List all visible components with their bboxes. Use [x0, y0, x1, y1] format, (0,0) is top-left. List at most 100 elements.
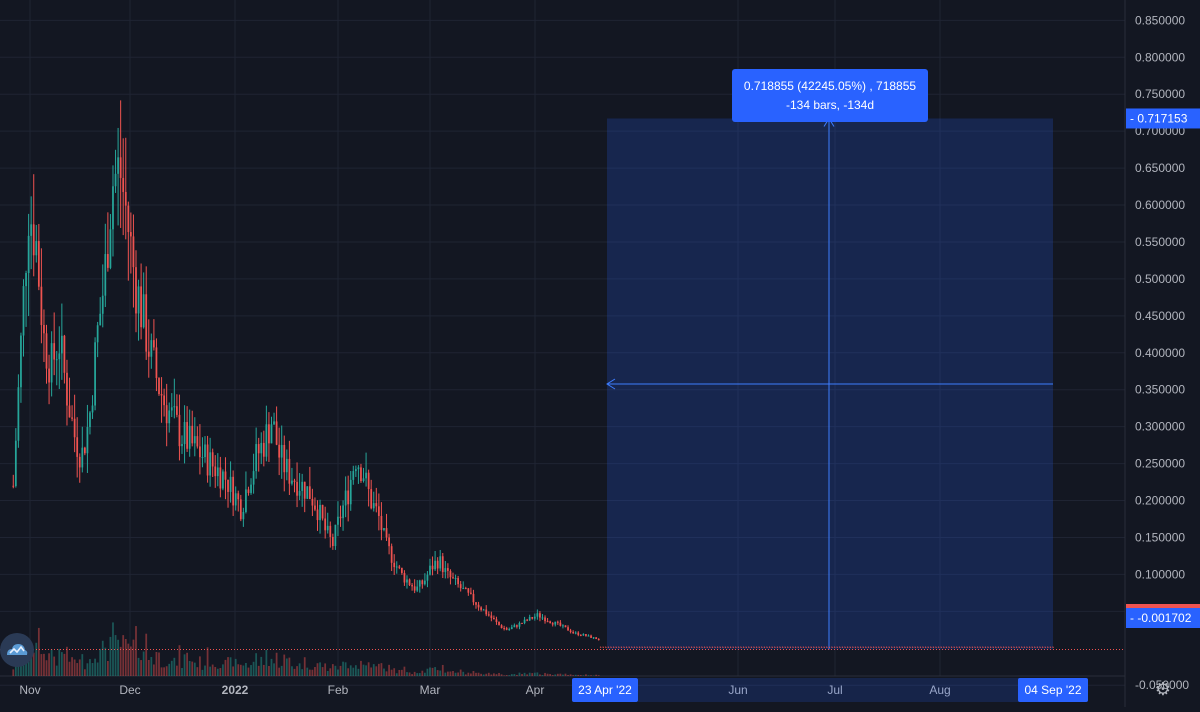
volume-bar	[483, 674, 485, 676]
price-tick-label: 0.550000	[1135, 235, 1185, 249]
candle-body	[480, 607, 482, 609]
candle-body	[18, 387, 20, 440]
candle-flat	[800, 647, 801, 648]
candle-flat	[600, 647, 601, 648]
volume-bar	[227, 657, 229, 676]
volume-bar	[406, 672, 408, 676]
candle-body	[536, 613, 538, 616]
candle-body	[470, 593, 472, 594]
volume-bar	[125, 639, 127, 676]
volume-bar	[544, 673, 546, 676]
candle-flat	[647, 647, 648, 648]
candle-flat	[701, 647, 702, 648]
candle-body	[373, 503, 375, 508]
candle-body	[398, 567, 400, 568]
candle-body	[301, 482, 303, 491]
candle-flat	[826, 647, 827, 648]
candle-flat	[805, 647, 806, 648]
candle-flat	[790, 647, 791, 648]
volume-bar	[43, 654, 45, 676]
candle-flat	[691, 647, 692, 648]
candle-flat	[998, 647, 999, 648]
volume-bar	[194, 663, 196, 676]
volume-bar	[381, 663, 383, 676]
candle-body	[396, 567, 398, 568]
volume-bar	[56, 666, 58, 676]
candle-body	[414, 586, 416, 590]
candle-body	[455, 578, 457, 579]
candle-body	[97, 325, 99, 342]
candle-flat	[844, 647, 845, 648]
candle-flat	[896, 647, 897, 648]
volume-bar	[529, 673, 531, 676]
volume-bar	[562, 675, 564, 676]
volume-bar	[570, 674, 572, 676]
candle-flat	[670, 647, 671, 648]
candle-flat	[951, 647, 952, 648]
candle-body	[12, 486, 14, 487]
candle-body	[209, 452, 211, 475]
volume-bar	[248, 668, 250, 676]
candle-flat	[605, 647, 606, 648]
volume-bar	[204, 666, 206, 676]
candle-body	[404, 573, 406, 583]
candle-body	[419, 580, 421, 586]
candle-body	[66, 373, 68, 406]
volume-bar	[455, 673, 457, 676]
candle-body	[99, 314, 101, 325]
candle-body	[327, 526, 329, 530]
candle-flat	[1000, 647, 1001, 648]
volume-bar	[447, 672, 449, 676]
volume-bar	[283, 655, 285, 676]
time-tick-label: Dec	[119, 683, 140, 697]
candle-flat	[709, 647, 710, 648]
candle-body	[355, 469, 357, 471]
candle-flat	[850, 647, 851, 648]
time-tick-label: Mar	[420, 683, 441, 697]
price-tick-label: 0.650000	[1135, 161, 1185, 175]
candle-body	[547, 621, 549, 622]
volume-bar	[222, 664, 224, 676]
volume-bar	[140, 660, 142, 676]
volume-bar	[153, 664, 155, 676]
candle-body	[462, 588, 464, 589]
candle-body	[48, 369, 50, 383]
candle-body	[273, 421, 275, 424]
volume-bar	[444, 673, 446, 676]
candle-body	[345, 491, 347, 506]
candle-body	[181, 444, 183, 446]
volume-bar	[421, 671, 423, 676]
volume-bar	[265, 650, 267, 676]
volume-bar	[94, 659, 96, 676]
candle-body	[442, 556, 444, 572]
candle-flat	[792, 647, 793, 648]
candle-flat	[694, 647, 695, 648]
candle-body	[89, 412, 91, 427]
candle-flat	[629, 647, 630, 648]
volume-bar	[506, 675, 508, 676]
volume-bar	[534, 673, 536, 676]
candle-flat	[816, 647, 817, 648]
candle-flat	[902, 647, 903, 648]
candle-flat	[738, 647, 739, 648]
candle-body	[434, 561, 436, 570]
tradingview-logo-button[interactable]	[0, 633, 34, 667]
candle-flat	[686, 647, 687, 648]
candle-body	[53, 343, 55, 359]
volume-bar	[519, 673, 521, 676]
candle-flat	[603, 647, 604, 648]
candle-body	[493, 618, 495, 619]
volume-bar	[104, 648, 106, 676]
candle-body	[424, 581, 426, 585]
volume-bar	[329, 668, 331, 676]
volume-bar	[493, 673, 495, 676]
candle-body	[214, 466, 216, 476]
candle-flat	[964, 647, 965, 648]
price-tick-label: 0.150000	[1135, 530, 1185, 544]
candle-body	[388, 537, 390, 546]
settings-gear-icon[interactable]: ⚙	[1152, 679, 1174, 701]
candle-body	[87, 427, 89, 453]
candle-body	[375, 503, 377, 506]
